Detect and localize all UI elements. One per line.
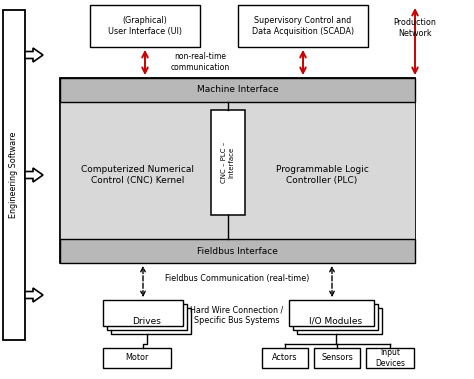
Polygon shape	[25, 168, 43, 182]
Bar	[298, 308, 383, 334]
Bar	[211, 110, 245, 215]
Bar	[60, 239, 415, 263]
Text: Programmable Logic
Controller (PLC): Programmable Logic Controller (PLC)	[275, 165, 368, 185]
Text: Fieldbus Interface: Fieldbus Interface	[197, 246, 278, 255]
Text: Computerized Numerical
Control (CNC) Kernel: Computerized Numerical Control (CNC) Ker…	[82, 165, 194, 185]
Text: Production
Network: Production Network	[393, 18, 437, 38]
Text: Fieldbus Communication (real-time): Fieldbus Communication (real-time)	[165, 274, 309, 282]
Text: Drives: Drives	[133, 316, 162, 326]
Bar	[290, 300, 374, 326]
Bar	[293, 304, 379, 330]
Text: Hard Wire Connection /
Specific Bus Systems: Hard Wire Connection / Specific Bus Syst…	[191, 305, 283, 325]
Text: non-real-time
communication: non-real-time communication	[170, 52, 229, 72]
Text: Actors: Actors	[272, 354, 298, 362]
Bar	[60, 102, 415, 239]
Bar	[60, 78, 415, 263]
Text: Supervisory Control and
Data Acquisition (SCADA): Supervisory Control and Data Acquisition…	[252, 16, 354, 36]
Text: CNC – PLC –
Interface: CNC – PLC – Interface	[221, 142, 235, 183]
Polygon shape	[25, 288, 43, 302]
Bar	[3, 10, 25, 340]
Bar	[262, 348, 308, 368]
Text: I/O Modules: I/O Modules	[310, 316, 363, 326]
Text: Motor: Motor	[125, 354, 149, 362]
Text: (Graphical)
User Interface (UI): (Graphical) User Interface (UI)	[108, 16, 182, 36]
Bar	[107, 304, 187, 330]
Bar	[103, 300, 183, 326]
Bar	[314, 348, 360, 368]
Bar	[366, 348, 414, 368]
Text: Engineering Software: Engineering Software	[9, 132, 18, 218]
Polygon shape	[25, 48, 43, 62]
Text: Sensors: Sensors	[321, 354, 353, 362]
Text: Input
Devices: Input Devices	[375, 348, 405, 368]
Bar	[238, 5, 368, 47]
Text: Machine Interface: Machine Interface	[197, 86, 278, 94]
Bar	[60, 78, 415, 102]
Bar	[103, 348, 171, 368]
Bar	[90, 5, 200, 47]
Bar	[111, 308, 191, 334]
